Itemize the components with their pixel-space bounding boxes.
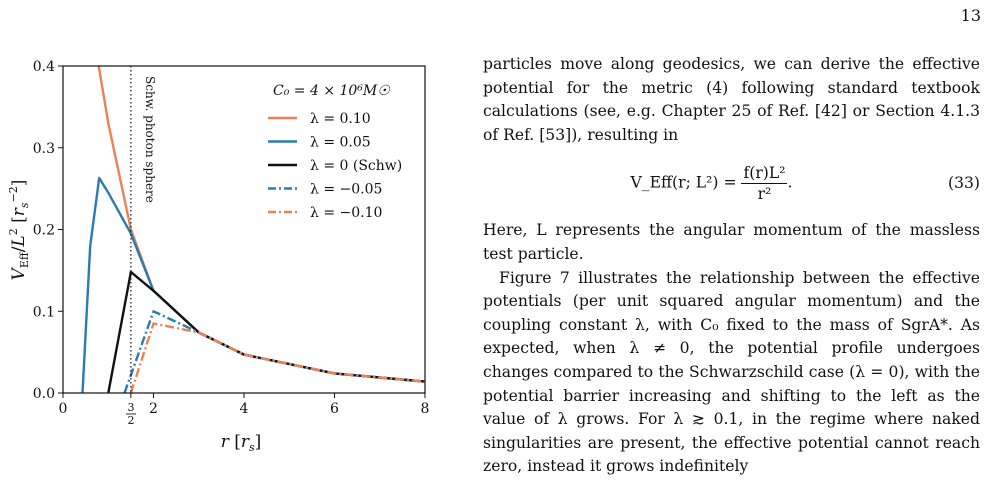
photon-sphere-tick-den: 2 xyxy=(128,414,135,427)
series-line-2 xyxy=(107,270,425,393)
x-axis-label: r [rs] xyxy=(221,432,262,454)
photon-sphere-label: Schw. photon sphere xyxy=(143,76,157,203)
legend-label-0: λ = 0.10 xyxy=(310,111,371,127)
series-line-4 xyxy=(129,322,425,393)
photon-sphere-tick: 3 2 xyxy=(126,401,136,427)
legend-title: C₀ = 4 × 10⁶M☉ xyxy=(273,83,391,99)
x-tick-label: 4 xyxy=(240,401,249,417)
x-tick-label: 2 xyxy=(149,401,158,417)
series-line-3 xyxy=(123,310,425,393)
page-number: 13 xyxy=(960,6,981,25)
curves-group xyxy=(81,66,425,393)
y-tick-label: 0.0 xyxy=(33,386,55,402)
x-tick-label: 6 xyxy=(330,401,339,417)
paragraph-2: Here, L represents the angular momentum … xyxy=(483,221,980,263)
equation-33: V_Eff(r; L²) = f(r)L² r² . (33) xyxy=(483,147,980,219)
x-axis-ticks: 0 2 4 6 8 xyxy=(59,393,430,417)
y-tick-label: 0.2 xyxy=(33,223,55,239)
y-axis-ticks: 0.0 0.1 0.2 0.3 0.4 xyxy=(33,59,63,402)
paragraph-3: Figure 7 illustrates the relationship be… xyxy=(483,268,980,476)
equation-numerator: f(r)L² xyxy=(741,163,788,184)
equation-lhs: V_Eff(r; L²) = xyxy=(630,173,737,192)
legend-label-4: λ = −0.10 xyxy=(310,205,382,221)
photon-sphere-tick-num: 3 xyxy=(128,401,135,414)
y-tick-label: 0.1 xyxy=(33,304,55,320)
equation-number: (33) xyxy=(947,173,980,192)
y-tick-label: 0.4 xyxy=(33,59,55,75)
legend: λ = 0.10 λ = 0.05 λ = 0 (Schw) λ = −0.05 λ =… xyxy=(268,111,402,221)
x-tick-label: 8 xyxy=(421,401,430,417)
paragraph-1: particles move along geodesics, we can d… xyxy=(483,55,980,144)
equation-denominator: r² xyxy=(757,184,772,203)
legend-label-2: λ = 0 (Schw) xyxy=(310,158,402,174)
legend-label-3: λ = −0.05 xyxy=(310,182,382,198)
x-tick-label: 0 xyxy=(59,401,68,417)
y-tick-label: 0.3 xyxy=(33,141,55,157)
equation-trail: . xyxy=(787,173,793,192)
text-column: particles move along geodesics, we can d… xyxy=(483,53,980,479)
y-axis-label: VEff/L2 [rs−2] xyxy=(7,180,31,281)
legend-label-1: λ = 0.05 xyxy=(310,135,371,151)
equation-fraction: f(r)L² r² xyxy=(741,163,788,204)
